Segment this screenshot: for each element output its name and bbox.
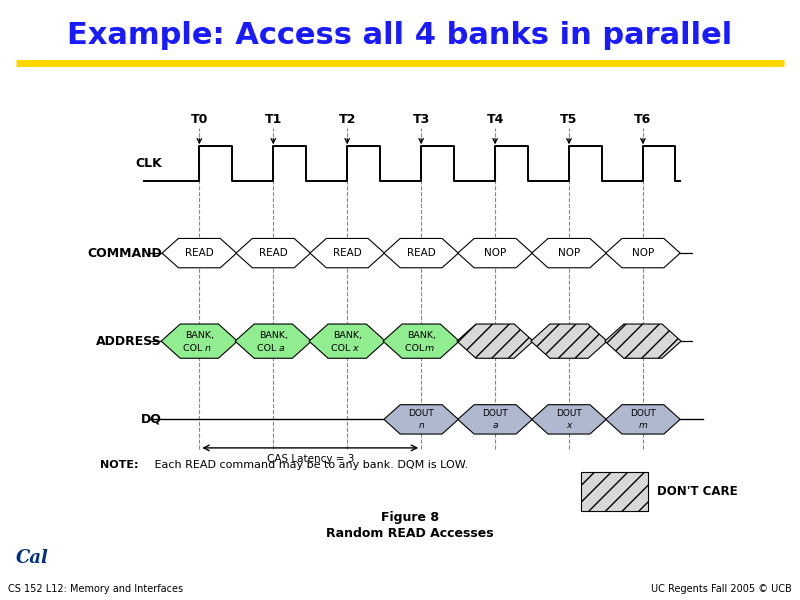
Polygon shape <box>605 324 681 358</box>
Polygon shape <box>531 324 607 358</box>
Text: NOP: NOP <box>632 248 654 258</box>
Text: x: x <box>566 421 572 430</box>
Text: NOP: NOP <box>484 248 506 258</box>
Text: m: m <box>425 344 434 353</box>
Text: Figure 8: Figure 8 <box>381 511 439 524</box>
Polygon shape <box>532 405 606 434</box>
Text: DOUT: DOUT <box>408 409 434 418</box>
Text: T3: T3 <box>413 113 430 126</box>
Text: n: n <box>204 344 210 353</box>
Text: COL: COL <box>183 344 206 353</box>
Text: READ: READ <box>259 248 288 258</box>
Text: DON'T CARE: DON'T CARE <box>658 485 738 497</box>
Text: COL: COL <box>406 344 427 353</box>
Polygon shape <box>383 324 459 358</box>
Text: NOTE:: NOTE: <box>100 460 138 470</box>
Text: T6: T6 <box>634 113 651 126</box>
Text: Random READ Accesses: Random READ Accesses <box>326 527 494 540</box>
Polygon shape <box>235 324 311 358</box>
Text: CAS Latency = 3: CAS Latency = 3 <box>266 454 354 464</box>
Text: BANK,: BANK, <box>258 331 288 340</box>
Polygon shape <box>236 238 310 268</box>
Text: T1: T1 <box>265 113 282 126</box>
Text: T2: T2 <box>338 113 356 126</box>
Polygon shape <box>162 238 237 268</box>
Text: DOUT: DOUT <box>482 409 508 418</box>
Text: m: m <box>638 421 647 430</box>
Text: T4: T4 <box>486 113 504 126</box>
Text: BANK,: BANK, <box>333 331 362 340</box>
Text: T0: T0 <box>190 113 208 126</box>
Text: COL: COL <box>331 344 354 353</box>
Text: CLK: CLK <box>135 157 162 170</box>
Polygon shape <box>581 472 648 511</box>
Text: a: a <box>278 344 284 353</box>
Text: Cal: Cal <box>16 549 49 567</box>
Text: ADDRESS: ADDRESS <box>96 335 162 347</box>
Text: COMMAND: COMMAND <box>87 247 162 260</box>
Text: READ: READ <box>333 248 362 258</box>
Polygon shape <box>458 405 532 434</box>
Text: T5: T5 <box>560 113 578 126</box>
Text: READ: READ <box>185 248 214 258</box>
Text: x: x <box>352 344 358 353</box>
Polygon shape <box>457 324 534 358</box>
Text: BANK,: BANK, <box>185 331 214 340</box>
Polygon shape <box>606 405 680 434</box>
Text: DQ: DQ <box>141 413 162 426</box>
Text: NOP: NOP <box>558 248 580 258</box>
Polygon shape <box>458 238 532 268</box>
Polygon shape <box>310 238 385 268</box>
Polygon shape <box>532 238 606 268</box>
Text: a: a <box>492 421 498 430</box>
Text: Each READ command may be to any bank. DQM is LOW.: Each READ command may be to any bank. DQ… <box>144 460 468 470</box>
Polygon shape <box>161 324 238 358</box>
Polygon shape <box>309 324 386 358</box>
Text: Example: Access all 4 banks in parallel: Example: Access all 4 banks in parallel <box>67 21 733 50</box>
Polygon shape <box>384 238 458 268</box>
Text: DOUT: DOUT <box>556 409 582 418</box>
Text: BANK,: BANK, <box>406 331 436 340</box>
Text: CS 152 L12: Memory and Interfaces: CS 152 L12: Memory and Interfaces <box>8 584 183 594</box>
Text: COL: COL <box>258 344 280 353</box>
Text: DOUT: DOUT <box>630 409 656 418</box>
Polygon shape <box>384 405 458 434</box>
Text: n: n <box>418 421 424 430</box>
Polygon shape <box>606 238 680 268</box>
Text: UC Regents Fall 2005 © UCB: UC Regents Fall 2005 © UCB <box>651 584 792 594</box>
Text: READ: READ <box>406 248 435 258</box>
